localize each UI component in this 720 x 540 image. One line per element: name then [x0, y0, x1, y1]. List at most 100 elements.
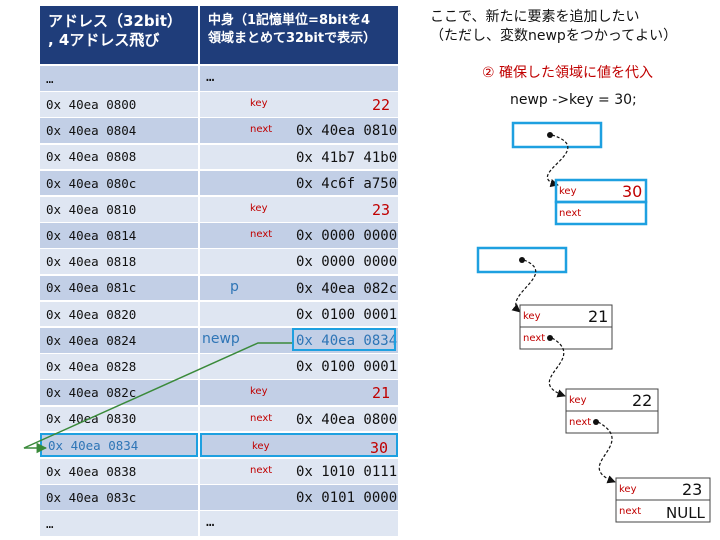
value-cell: key 21 — [200, 380, 398, 406]
field-value: 0x 0000 0000 — [296, 228, 398, 245]
field-value: 0x 40ea 082c — [296, 280, 398, 297]
field-value: 0x 0000 0000 — [296, 254, 398, 271]
address-cell: 0x 40ea 0800 — [40, 92, 198, 117]
address-cell: 0x 40ea 083c — [40, 485, 198, 510]
node2-key-label: key — [569, 395, 587, 406]
address-cell: 0x 40ea 080c — [40, 170, 198, 196]
address-cell: 0x 40ea 081c — [40, 275, 198, 301]
p-pointer-dot — [519, 257, 525, 263]
field-label: newp — [202, 331, 240, 347]
address-cell: 0x 40ea 0830 — [40, 406, 198, 432]
address-cell: 0x 40ea 0804 — [40, 118, 198, 144]
address-cell: 0x 40ea 0828 — [40, 354, 198, 379]
address-cell: 0x 40ea 0820 — [40, 301, 198, 327]
newp-arrow — [546, 134, 569, 188]
field-label: next — [250, 124, 273, 136]
newp-node-key-cell — [554, 178, 648, 204]
value-cell: 0x 0000 0000 — [200, 249, 398, 275]
address-cell: 0x 40ea 0824 — [40, 328, 198, 353]
value-cell: key 22 — [200, 92, 398, 117]
field-value: 0x 4c6f a750 — [296, 175, 398, 192]
node3-next-label: next — [619, 506, 641, 517]
field-label: p — [230, 278, 239, 295]
newp-pointer-dot — [547, 132, 553, 138]
value-cell: … — [200, 66, 398, 91]
field-value: 21 — [371, 384, 390, 403]
p-arrow — [511, 259, 537, 313]
highlight-box — [292, 328, 396, 352]
header-address-line2: , 4アドレス飛び — [48, 31, 160, 49]
node3-key-label: key — [619, 484, 637, 495]
node1-arrow — [548, 337, 566, 398]
node2-box — [565, 388, 659, 434]
newp-node-next-label: next — [559, 208, 581, 219]
value-cell: 0x 0100 0001 — [200, 354, 398, 379]
address-cell: 0x 40ea 0838 — [40, 459, 198, 484]
node2-next-label: next — [569, 417, 591, 428]
value-cell: next 0x 1010 0111 — [200, 459, 398, 484]
field-value: 0x 40ea 0834 — [296, 333, 398, 349]
header-contents: 中身（1記憶単位=8bitを4 領域まとめて32bitで表示） — [200, 6, 398, 64]
header-contents-line2: 領域まとめて32bitで表示） — [208, 31, 377, 46]
field-value: 30 — [369, 438, 388, 457]
null-label: NULL — [666, 504, 706, 522]
newp-node-next-cell — [554, 200, 648, 226]
field-label: key — [250, 386, 268, 398]
node1-next-label: next — [523, 333, 545, 344]
note-title-line2: （ただし、変数newpをつかってよい） — [430, 28, 678, 44]
address-cell: 0x 40ea 0818 — [40, 249, 198, 275]
address-cell: … — [40, 66, 198, 91]
header-address-line1: アドレス（32bit） — [48, 12, 182, 30]
header-contents-line1: 中身（1記憶単位=8bitを4 — [208, 13, 371, 28]
node1-next-dot — [547, 335, 553, 341]
node3-box — [615, 477, 711, 523]
address-cell: 0x 40ea 0834 — [40, 432, 198, 458]
newp-node-key-label: key — [559, 186, 577, 197]
field-value: 23 — [371, 201, 390, 219]
address-cell: 0x 40ea 0810 — [40, 197, 198, 222]
field-value: 0x 40ea 0800 — [296, 411, 398, 428]
step-label: ② 確保した領域に値を代入 — [482, 65, 654, 81]
field-value: 0x 0100 0001 — [296, 306, 398, 323]
node1-box — [519, 304, 613, 350]
node2-key-value: 22 — [632, 391, 652, 410]
field-value: 0x 0100 0001 — [296, 359, 398, 376]
value-cell: 0x 4c6f a750 — [200, 170, 398, 196]
node1-key-value: 21 — [588, 307, 608, 326]
value-cell: next 0x 40ea 0800 — [200, 406, 398, 432]
newp-pointer-box — [511, 121, 603, 149]
address-cell: 0x 40ea 0808 — [40, 144, 198, 170]
ellipsis: … — [206, 514, 215, 531]
node2-next-dot — [593, 419, 599, 425]
value-cell: key 30 — [200, 432, 398, 458]
value-cell: next 0x 0000 0000 — [200, 223, 398, 248]
newp-node-key-value: 30 — [622, 182, 642, 201]
address-cell: … — [40, 511, 198, 537]
field-value: 0x 0101 0000 — [296, 490, 398, 507]
header-address: アドレス（32bit） , 4アドレス飛び — [40, 6, 198, 64]
field-label: next — [250, 412, 273, 424]
node3-key-value: 23 — [682, 480, 702, 499]
value-cell: 0x 0100 0001 — [200, 301, 398, 327]
ellipsis: … — [206, 69, 215, 85]
note-title: ここで、新たに要素を追加したい （ただし、変数newpをつかってよい） — [430, 8, 720, 46]
node2-arrow — [597, 421, 616, 484]
value-cell: newp 0x 40ea 0834 — [200, 328, 398, 353]
value-cell: key 23 — [200, 197, 398, 222]
address-cell: 0x 40ea 0814 — [40, 223, 198, 248]
node1-key-label: key — [523, 311, 541, 322]
value-cell: … — [200, 511, 398, 537]
field-label: key — [252, 440, 270, 452]
field-value: 0x 40ea 0810 — [296, 123, 398, 140]
value-cell: 0x 0101 0000 — [200, 485, 398, 510]
address-cell: 0x 40ea 082c — [40, 380, 198, 406]
value-cell: next 0x 40ea 0810 — [200, 118, 398, 144]
value-cell: p 0x 40ea 082c — [200, 275, 398, 301]
p-pointer-box — [476, 246, 568, 274]
field-label: next — [250, 465, 273, 476]
code-line: newp ->key = 30; — [510, 92, 637, 108]
field-value: 22 — [371, 96, 390, 115]
field-value: 0x 1010 0111 — [296, 464, 398, 480]
note-title-line1: ここで、新たに要素を追加したい — [430, 9, 640, 25]
field-value: 0x 41b7 41b0 — [296, 149, 398, 166]
